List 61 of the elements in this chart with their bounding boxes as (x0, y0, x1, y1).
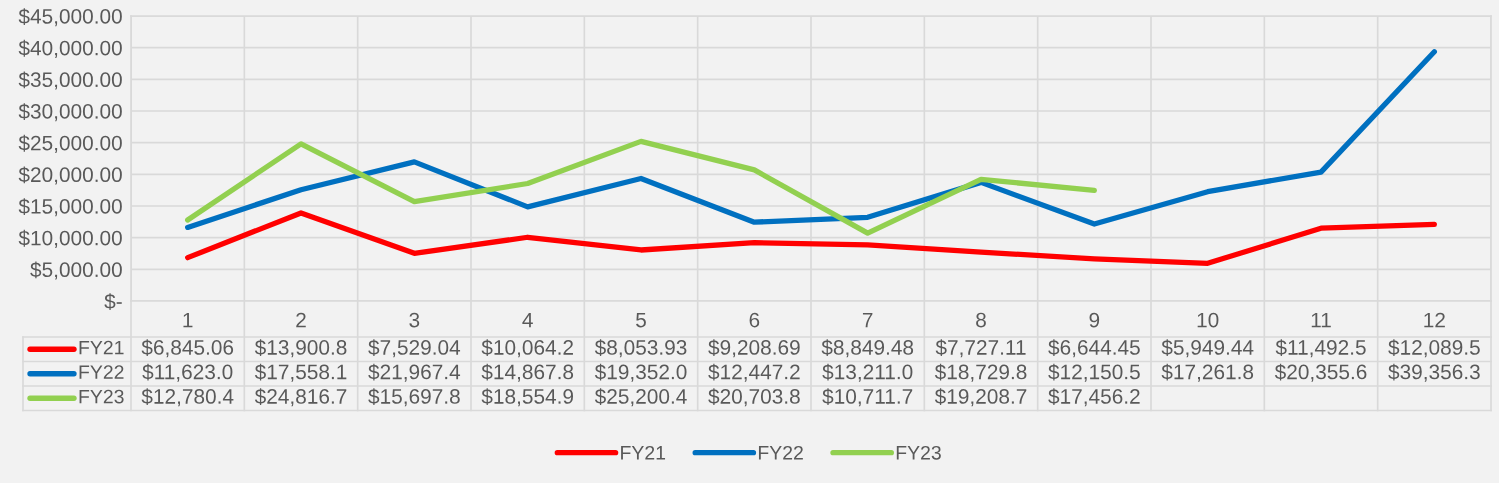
data-label: $20,355.6 (1274, 363, 1367, 382)
data-label: $15,697.8 (368, 388, 460, 407)
data-label: $39,356.3 (1388, 363, 1480, 382)
data-label: $19,352.0 (594, 363, 687, 382)
y-tick-label: $5,000.00 (30, 261, 122, 280)
data-label: $13,900.8 (254, 339, 347, 358)
data-label: $6,644.45 (1048, 339, 1140, 358)
data-label: $24,816.7 (254, 388, 347, 407)
x-tick-label: 6 (749, 312, 760, 328)
y-tick-label: $10,000.00 (18, 229, 122, 248)
data-label: $18,729.8 (934, 363, 1027, 382)
data-label: $5,949.44 (1161, 339, 1254, 358)
y-tick-label: $20,000.00 (18, 166, 122, 185)
data-label: $8,849.48 (821, 339, 914, 358)
y-tick-label: $- (104, 293, 122, 310)
data-label: $8,053.93 (594, 339, 687, 358)
legend-label: FY21 (79, 340, 124, 355)
x-tick-label: 9 (1089, 312, 1100, 328)
data-label: $17,456.2 (1048, 388, 1140, 407)
x-tick-label: 12 (1424, 312, 1445, 328)
data-label: $7,727.11 (935, 339, 1026, 358)
data-label: $13,211.0 (822, 363, 913, 382)
y-tick-label: $25,000.00 (18, 134, 122, 153)
data-label: $7,529.04 (368, 339, 461, 358)
x-tick-label: 1 (183, 312, 193, 328)
data-label: $17,558.1 (254, 363, 347, 382)
x-tick-label: 10 (1197, 312, 1219, 328)
data-label: $12,780.4 (141, 388, 234, 407)
y-tick-label: $30,000.00 (18, 103, 122, 122)
y-tick-label: $15,000.00 (18, 198, 122, 217)
data-label: $9,208.69 (708, 339, 800, 358)
x-tick-label: 8 (976, 312, 986, 328)
data-label: $10,711.7 (822, 388, 913, 407)
data-label: $12,089.5 (1388, 339, 1480, 358)
x-tick-label: 2 (296, 312, 306, 328)
x-tick-label: 4 (522, 312, 533, 328)
data-label: $25,200.4 (594, 388, 687, 407)
legend-label: FY23 (79, 389, 124, 404)
data-label: $11,623.0 (142, 363, 233, 382)
data-label: $14,867.8 (481, 363, 574, 382)
x-tick-label: 11 (1311, 312, 1331, 328)
data-label: $21,967.4 (368, 363, 461, 382)
data-label: $18,554.9 (481, 388, 574, 407)
data-label: $20,703.8 (708, 388, 800, 407)
y-tick-label: $35,000.00 (18, 71, 122, 90)
x-tick-label: 3 (409, 312, 420, 328)
data-label: $19,208.7 (934, 388, 1027, 407)
text: FY23 (896, 445, 941, 460)
data-label: $10,064.2 (481, 339, 573, 358)
data-label: $12,150.5 (1048, 363, 1140, 382)
data-label: $12,447.2 (708, 363, 800, 382)
y-tick-label: $45,000.00 (18, 8, 122, 27)
y-tick-label: $40,000.00 (18, 39, 122, 58)
text: FY22 (758, 445, 803, 460)
x-tick-label: 7 (862, 312, 873, 328)
data-label: $17,261.8 (1161, 363, 1254, 382)
x-tick-label: 5 (636, 312, 646, 328)
data-label: $11,492.5 (1275, 339, 1366, 358)
text: FY21 (621, 445, 666, 460)
legend-label: FY22 (79, 365, 124, 379)
data-label: $6,845.06 (141, 339, 234, 358)
